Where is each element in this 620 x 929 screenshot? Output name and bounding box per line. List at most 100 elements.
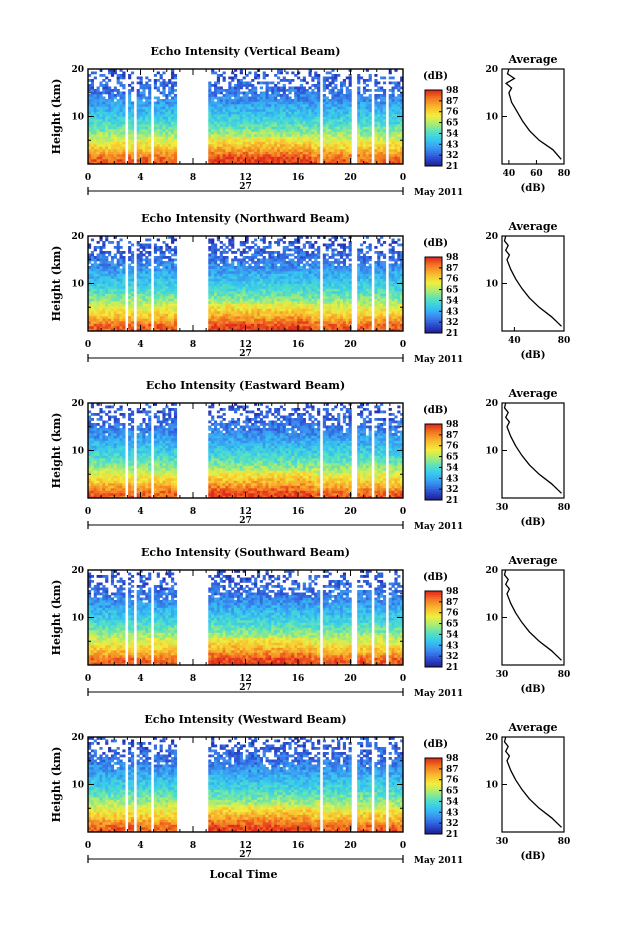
heatmap-cell — [122, 306, 126, 309]
heatmap-cell — [90, 251, 95, 254]
heatmap-cell — [242, 278, 246, 282]
heatmap-cell — [93, 111, 97, 115]
heatmap-cell — [322, 119, 326, 122]
heatmap-cell — [108, 106, 112, 110]
heatmap-cell — [231, 139, 235, 142]
heatmap-cell — [110, 311, 115, 314]
heatmap-cell — [311, 139, 315, 142]
heatmap-cell — [93, 94, 97, 97]
heatmap-cell — [208, 298, 212, 302]
heatmap-cell — [102, 126, 106, 130]
heatmap-cell — [380, 126, 384, 130]
heatmap-cell — [231, 266, 235, 269]
heatmap-cell — [113, 268, 117, 272]
heatmap-cell — [248, 161, 252, 165]
heatmap-cell — [162, 99, 166, 102]
heatmap-cell — [110, 106, 115, 110]
heatmap-cell — [128, 313, 132, 317]
heatmap-cell — [259, 281, 263, 284]
heatmap-cell — [251, 273, 255, 277]
heatmap-cell — [308, 109, 312, 112]
heatmap-cell — [242, 141, 246, 145]
heatmap-cell — [93, 154, 97, 157]
heatmap-cell — [236, 258, 241, 262]
heatmap-cell — [248, 326, 252, 329]
heatmap-cell — [368, 141, 372, 145]
heatmap-cell — [268, 258, 272, 262]
heatmap-cell — [96, 288, 100, 292]
heatmap-cell — [142, 106, 146, 110]
heatmap-cell — [317, 139, 321, 142]
heatmap-cell — [148, 316, 152, 319]
colorbar-tick-label: 21 — [446, 162, 459, 172]
heatmap-cell — [128, 323, 132, 327]
heatmap-cell — [159, 81, 163, 85]
heatmap-cell — [251, 316, 255, 319]
heatmap-cell — [391, 109, 395, 112]
heatmap-cell — [288, 321, 292, 324]
heatmap-cell — [142, 246, 146, 249]
heatmap-cell — [299, 131, 304, 135]
heatmap-cell — [168, 99, 172, 102]
heatmap-cell — [268, 326, 272, 329]
heatmap-cell — [234, 308, 238, 312]
heatmap-cell — [382, 121, 387, 125]
heatmap-cell — [171, 258, 175, 262]
heatmap-cell — [148, 131, 152, 135]
heatmap-cell — [130, 114, 135, 117]
heatmap-cell — [122, 139, 126, 142]
heatmap-cell — [345, 139, 349, 142]
heatmap-cell — [242, 311, 246, 314]
heatmap-cell — [214, 134, 218, 137]
heatmap-cell — [248, 156, 252, 160]
heatmap-cell — [236, 316, 241, 319]
heatmap-cell — [242, 271, 246, 274]
heatmap-cell — [311, 136, 315, 140]
heatmap-cell — [397, 121, 401, 125]
heatmap-cell — [277, 136, 281, 140]
heatmap-cell — [136, 318, 140, 322]
heatmap-cell — [256, 121, 261, 125]
heatmap-cell — [222, 308, 226, 312]
heatmap-cell — [254, 134, 258, 137]
heatmap-cell — [262, 141, 266, 145]
heatmap-cell — [348, 136, 352, 140]
heatmap-cell — [139, 144, 143, 147]
heatmap-cell — [236, 161, 241, 165]
heatmap-cell — [365, 89, 369, 92]
heatmap-cell — [259, 273, 263, 277]
heatmap-cell — [145, 149, 149, 152]
heatmap-cell — [234, 84, 238, 87]
heatmap-cell — [153, 144, 158, 147]
heatmap-cell — [119, 151, 123, 155]
heatmap-cell — [102, 303, 106, 307]
heatmap-cell — [394, 116, 398, 120]
heatmap-cell — [374, 99, 378, 102]
heatmap-cell — [128, 276, 132, 279]
heatmap-cell — [216, 134, 221, 137]
heatmap-cell — [259, 81, 263, 85]
heatmap-cell — [171, 268, 175, 272]
heatmap-cell — [259, 266, 263, 269]
heatmap-cell — [274, 96, 278, 100]
heatmap-cell — [368, 121, 372, 125]
heatmap-cell — [236, 278, 241, 282]
heatmap-cell — [291, 116, 295, 120]
heatmap-cell — [110, 136, 115, 140]
heatmap-cell — [294, 134, 298, 137]
heatmap-cell — [291, 99, 295, 102]
heatmap-cell — [234, 251, 238, 254]
heatmap-cell — [271, 328, 275, 332]
colorbar-swatch — [425, 141, 442, 144]
heatmap-cell — [328, 119, 332, 122]
heatmap-cell — [234, 111, 238, 115]
heatmap-cell — [259, 141, 263, 145]
heatmap-cell — [271, 114, 275, 117]
heatmap-cell — [285, 278, 289, 282]
heatmap-cell — [234, 273, 238, 277]
heatmap-cell — [274, 281, 278, 284]
heatmap-cell — [142, 321, 146, 324]
heatmap-cell — [162, 271, 166, 274]
heatmap-cell — [331, 144, 335, 147]
heatmap-cell — [145, 141, 149, 145]
